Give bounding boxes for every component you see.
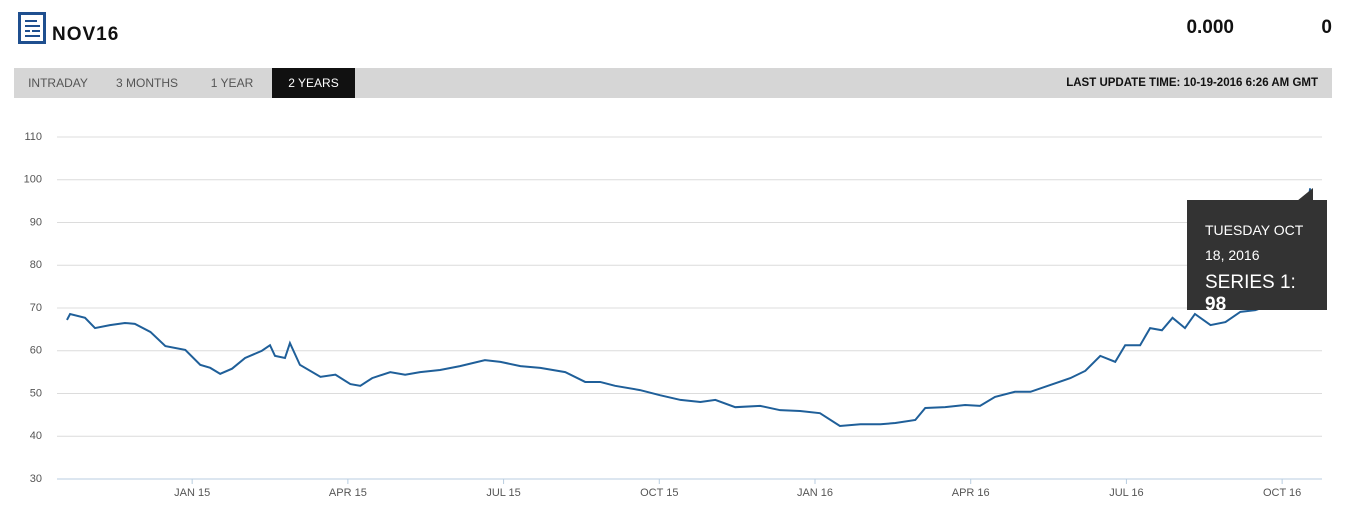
x-tick-label: JAN 15: [174, 487, 210, 499]
y-tick-label: 50: [30, 387, 42, 399]
tab-bar: LAST UPDATE TIME: 10-19-2016 6:26 AM GMT…: [14, 68, 1332, 98]
x-tick-label: OCT 15: [640, 487, 678, 499]
change: 0: [1321, 17, 1332, 38]
tooltip-value: 98: [1205, 294, 1227, 315]
tooltip-arrow: [1297, 188, 1313, 201]
tooltip-row: SERIES 1: 98: [1205, 272, 1309, 316]
tab[interactable]: 1 YEAR: [210, 76, 254, 90]
x-tick-label: JUL 15: [486, 487, 520, 499]
x-tick-label: JAN 16: [797, 487, 833, 499]
x-tick-label: APR 16: [952, 487, 990, 499]
tab[interactable]: 2 YEARS: [272, 68, 355, 98]
tooltip-label: SERIES 1:: [1205, 272, 1296, 293]
y-tick-label: 80: [30, 259, 42, 271]
tab[interactable]: 3 MONTHS: [115, 76, 178, 90]
y-tick-label: 90: [30, 216, 42, 228]
line: [66, 188, 1312, 428]
y-tick-label: 110: [24, 131, 42, 143]
y-tick-label: 100: [24, 174, 42, 186]
price: 0.000: [1186, 17, 1234, 38]
tooltip: TUESDAY OCT 18, 2016 SERIES 1: 98: [1187, 200, 1327, 315]
y-tick-label: 30: [30, 473, 42, 485]
y-tick-label: 70: [30, 302, 42, 314]
tooltip-date: TUESDAY OCT 18, 2016: [1205, 222, 1304, 263]
instrument-title: NOV16: [52, 24, 120, 45]
x-tick-label: OCT 16: [1263, 487, 1301, 499]
y-tick-label: 40: [30, 430, 42, 442]
chart-icon: [18, 12, 46, 44]
y-tick-label: 60: [30, 345, 42, 357]
x-tick-label: APR 15: [329, 487, 367, 499]
last-update: LAST UPDATE TIME: 10-19-2016 6:26 AM GMT: [1066, 77, 1318, 89]
x-tick-label: JUL 16: [1109, 487, 1143, 499]
tab[interactable]: INTRADAY: [28, 76, 88, 90]
